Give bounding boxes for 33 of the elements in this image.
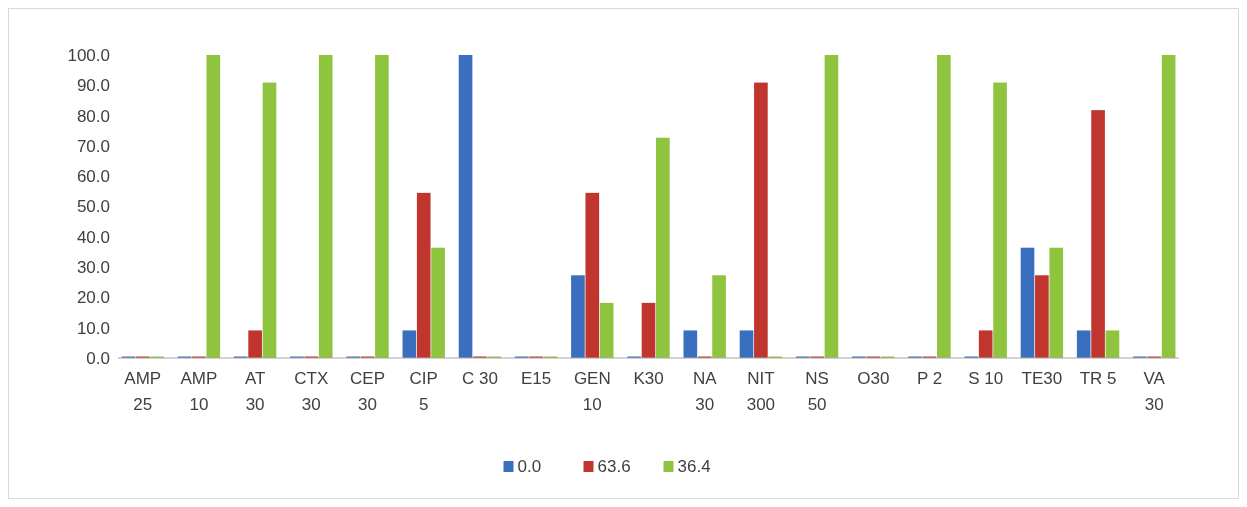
x-tick-label: NS 50 xyxy=(805,369,829,414)
x-tick-label: GEN 10 xyxy=(573,369,611,414)
legend-label: 63.6 xyxy=(597,457,631,476)
x-tick-label: AMP 25 xyxy=(124,369,162,414)
y-tick-label: 100.0 xyxy=(67,45,110,65)
x-tick-label: TE30 xyxy=(1021,369,1063,388)
y-tick-label: 60.0 xyxy=(76,167,110,187)
x-tick-label: S 10 xyxy=(968,369,1004,388)
x-tick-label: CTX 30 xyxy=(294,369,329,414)
y-tick-label: 90.0 xyxy=(76,76,110,96)
y-tick-label: 10.0 xyxy=(76,318,110,338)
y-tick-label: 80.0 xyxy=(76,106,110,126)
x-tick-label: E15 xyxy=(520,369,552,388)
y-tick-label: 0.0 xyxy=(86,348,110,368)
x-tick-label: C 30 xyxy=(461,369,498,388)
x-tick-label: CEP 30 xyxy=(350,369,385,414)
y-tick-label: 70.0 xyxy=(76,136,110,156)
x-tick-label: TR 5 xyxy=(1079,369,1117,388)
x-tick-label: AT 30 xyxy=(244,369,266,414)
x-tick-label: VA 30 xyxy=(1143,369,1166,414)
legend-label: 36.4 xyxy=(677,457,711,476)
y-tick-label: 30.0 xyxy=(76,258,110,278)
y-tick-label: 50.0 xyxy=(76,197,110,217)
legend-label: 0.0 xyxy=(517,457,542,476)
x-tick-label: AMP 10 xyxy=(180,369,218,414)
y-tick-label: 20.0 xyxy=(76,288,110,308)
x-tick-label: NIT 300 xyxy=(746,369,776,414)
x-tick-label: CIP 5 xyxy=(409,369,438,414)
x-tick-label: O30 xyxy=(857,369,890,388)
x-tick-label: K30 xyxy=(633,369,664,388)
x-tick-label: NA 30 xyxy=(692,369,718,414)
x-tick-label: P 2 xyxy=(916,369,943,388)
y-tick-label: 40.0 xyxy=(76,227,110,247)
